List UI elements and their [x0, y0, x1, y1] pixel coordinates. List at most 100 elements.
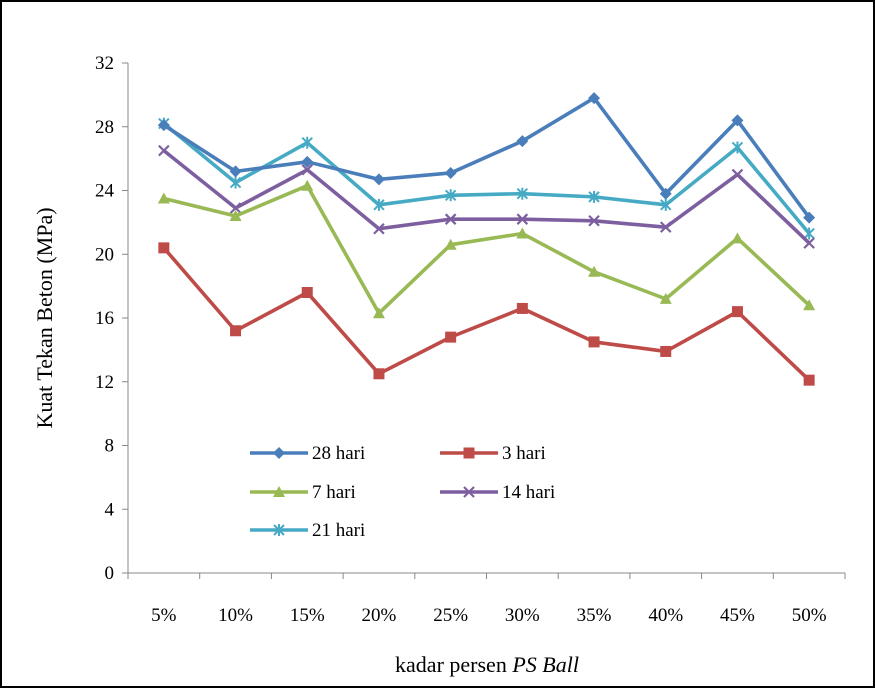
x-axis: 5% 10% 15% 20% 25% 30% 35% 40% 45% 50%	[127, 572, 846, 626]
data-point-14-hari	[588, 215, 600, 227]
x-tick-label: 20%	[362, 605, 397, 626]
data-point-28-hari	[731, 114, 744, 127]
data-point-14-hari	[803, 237, 815, 249]
data-point-28-hari	[803, 211, 816, 224]
legend-item-7-hari: 7 hari	[250, 482, 356, 503]
series-7-hari	[157, 179, 816, 319]
data-point-14-hari	[444, 213, 457, 225]
legend-marker-21-hari	[273, 524, 285, 536]
data-point-28-hari	[229, 165, 242, 178]
data-point-21-hari	[301, 136, 313, 149]
y-tick-label: 8	[105, 436, 115, 457]
data-point-21-hari	[373, 198, 385, 211]
series-line-14-hari	[162, 149, 811, 245]
x-tick-label: 50%	[792, 605, 827, 626]
data-point-3-hari	[660, 345, 672, 357]
legend-label: 7 hari	[312, 482, 356, 503]
data-point-21-hari	[731, 141, 744, 154]
data-point-7-hari	[372, 307, 385, 319]
y-tick-label: 4	[105, 499, 115, 520]
data-point-7-hari	[803, 299, 816, 311]
data-point-3-hari	[516, 302, 528, 314]
data-point-3-hari	[301, 287, 313, 298]
data-point-28-hari	[588, 92, 601, 105]
data-point-21-hari	[660, 198, 672, 211]
data-point-7-hari	[588, 265, 601, 277]
legend-item-14-hari: 14 hari	[440, 482, 555, 503]
legend-item-3-hari: 3 hari	[440, 443, 546, 464]
data-point-28-hari	[659, 187, 672, 200]
data-point-3-hari	[373, 368, 385, 380]
x-axis-title: kadar persen PS Ball	[395, 652, 579, 677]
data-point-14-hari	[229, 202, 242, 214]
data-point-14-hari	[373, 222, 385, 235]
legend-label: 28 hari	[312, 443, 365, 464]
data-point-28-hari	[516, 135, 529, 148]
data-point-7-hari	[516, 227, 529, 239]
legend-marker-14-hari	[463, 486, 475, 498]
data-point-14-hari	[301, 164, 314, 176]
series-14-hari	[158, 144, 815, 249]
series-layer	[157, 92, 816, 386]
legend-label: 21 hari	[312, 520, 365, 541]
series-28-hari	[157, 92, 816, 224]
y-tick-label: 24	[95, 181, 115, 202]
data-point-28-hari	[444, 166, 457, 179]
data-point-14-hari	[731, 168, 744, 181]
y-tick-label: 16	[95, 308, 114, 329]
y-axis-title: Kuat Tekan Beton (MPa)	[32, 207, 57, 428]
series-line-3-hari	[162, 246, 811, 382]
x-tick-label: 40%	[648, 605, 683, 626]
data-point-28-hari	[372, 173, 385, 186]
legend-marker-3-hari	[463, 447, 475, 459]
data-point-3-hari	[588, 336, 600, 348]
x-tick-label: 35%	[577, 605, 612, 626]
data-point-7-hari	[444, 238, 457, 250]
x-tick-label: 10%	[218, 605, 253, 626]
data-point-7-hari	[229, 210, 242, 221]
legend-item-21-hari: 21 hari	[250, 520, 365, 541]
x-tick-label: 5%	[151, 605, 177, 626]
data-point-28-hari	[301, 155, 314, 168]
y-tick-label: 12	[95, 372, 114, 393]
x-axis-title-italic: PS Ball	[511, 652, 579, 677]
data-point-3-hari	[445, 331, 457, 343]
series-21-hari	[158, 117, 815, 240]
series-3-hari	[158, 242, 815, 386]
x-tick-label: 30%	[505, 605, 540, 626]
data-point-14-hari	[659, 221, 672, 233]
data-point-7-hari	[659, 292, 672, 304]
series-line-21-hari	[162, 122, 811, 235]
y-tick-label: 0	[105, 563, 115, 584]
x-tick-label: 45%	[720, 605, 755, 626]
data-point-3-hari	[803, 374, 815, 386]
data-point-28-hari	[157, 119, 170, 132]
series-line-28-hari	[162, 96, 811, 219]
y-tick-label: 20	[95, 244, 114, 265]
legend-marker-28-hari	[273, 447, 285, 459]
legend-label: 14 hari	[502, 482, 555, 503]
x-tick-label: 25%	[433, 605, 468, 626]
data-point-7-hari	[731, 232, 744, 244]
data-point-21-hari	[229, 176, 242, 189]
legend-marker-7-hari	[273, 486, 285, 497]
data-point-21-hari	[444, 189, 457, 202]
data-point-7-hari	[157, 192, 170, 204]
data-point-14-hari	[158, 144, 170, 157]
y-tick-label: 32	[95, 53, 114, 74]
data-point-21-hari	[516, 187, 529, 200]
x-axis-title-main: kadar persen	[395, 652, 512, 677]
data-point-7-hari	[301, 179, 314, 191]
data-point-21-hari	[803, 227, 815, 240]
legend-item-28-hari: 28 hari	[250, 443, 365, 464]
x-tick-label: 15%	[290, 605, 325, 626]
data-point-3-hari	[731, 306, 743, 318]
y-axis: 0 4 8 12 16 20 24 28 32	[95, 53, 129, 584]
data-point-3-hari	[230, 325, 242, 337]
legend-label: 3 hari	[502, 443, 546, 464]
series-line-7-hari	[163, 183, 811, 316]
data-point-14-hari	[516, 213, 529, 225]
legend: 28 hari 3 hari 7 hari 14 hari 21 hari	[250, 443, 555, 541]
